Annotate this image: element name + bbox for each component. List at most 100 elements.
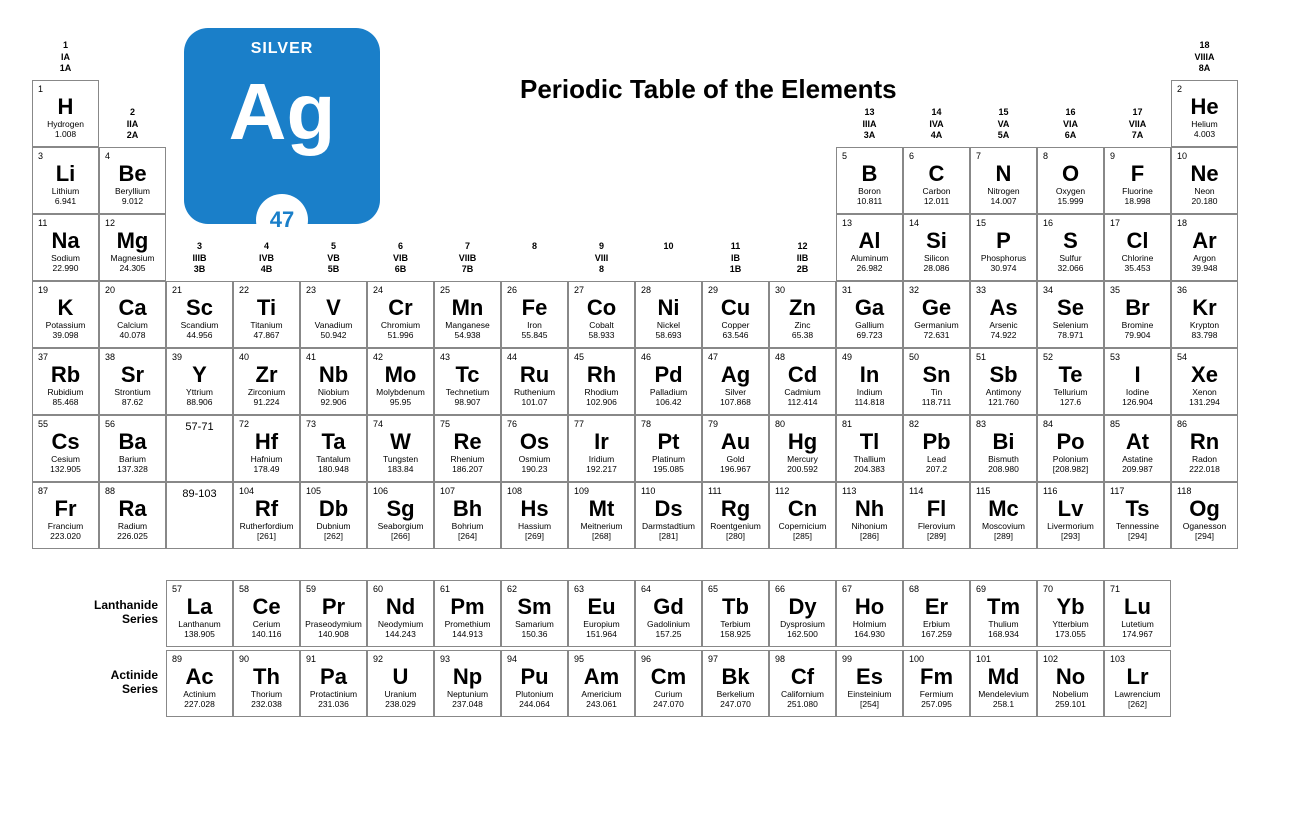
element-Hg: 80HgMercury200.592: [769, 415, 836, 482]
element-Te: 52TeTellurium127.6: [1037, 348, 1104, 415]
element-Cl: 17ClChlorine35.453: [1104, 214, 1171, 281]
element-Gd: 64GdGadolinium157.25: [635, 580, 702, 647]
element-Re: 75ReRhenium186.207: [434, 415, 501, 482]
element-Ti: 22TiTitanium47.867: [233, 281, 300, 348]
element-Bi: 83BiBismuth208.980: [970, 415, 1037, 482]
group-header-12: 12IIB2B: [769, 241, 836, 276]
element-As: 33AsArsenic74.922: [970, 281, 1037, 348]
element-Ts: 117TsTennessine[294]: [1104, 482, 1171, 549]
element-Kr: 36KrKrypton83.798: [1171, 281, 1238, 348]
range-57-71: 57-71: [166, 415, 233, 482]
group-header-11: 11IB1B: [702, 241, 769, 276]
element-Nd: 60NdNeodymium144.243: [367, 580, 434, 647]
element-Nb: 41NbNiobium92.906: [300, 348, 367, 415]
element-La: 57LaLanthanum138.905: [166, 580, 233, 647]
group-header-14: 14IVA4A: [903, 107, 970, 142]
element-Cm: 96CmCurium247.070: [635, 650, 702, 717]
element-Os: 76OsOsmium190.23: [501, 415, 568, 482]
element-Cd: 48CdCadmium112.414: [769, 348, 836, 415]
element-Lr: 103LrLawrencium[262]: [1104, 650, 1171, 717]
group-header-3: 3IIIB3B: [166, 241, 233, 276]
periodic-table: 1IA1A2IIA2A3IIIB3B4IVB4B5VB5B6VIB6B7VIIB…: [32, 28, 1268, 768]
element-Ag: 47AgSilver107.868: [702, 348, 769, 415]
element-Pt: 78PtPlatinum195.085: [635, 415, 702, 482]
element-Pm: 61PmPromethium144.913: [434, 580, 501, 647]
element-Lv: 116LvLivermorium[293]: [1037, 482, 1104, 549]
element-Es: 99EsEinsteinium[254]: [836, 650, 903, 717]
group-header-8: 8: [501, 241, 568, 253]
element-Ni: 28NiNickel58.693: [635, 281, 702, 348]
element-Db: 105DbDubnium[262]: [300, 482, 367, 549]
element-Pb: 82PbLead207.2: [903, 415, 970, 482]
element-Al: 13AlAluminum26.982: [836, 214, 903, 281]
element-Og: 118OgOganesson[294]: [1171, 482, 1238, 549]
element-P: 15PPhosphorus30.974: [970, 214, 1037, 281]
element-Ac: 89AcActinium227.028: [166, 650, 233, 717]
group-header-10: 10: [635, 241, 702, 253]
element-V: 23VVanadium50.942: [300, 281, 367, 348]
element-Sg: 106SgSeaborgium[266]: [367, 482, 434, 549]
element-Cu: 29CuCopper63.546: [702, 281, 769, 348]
element-Tb: 65TbTerbium158.925: [702, 580, 769, 647]
group-header-2: 2IIA2A: [99, 107, 166, 142]
element-Ta: 73TaTantalum180.948: [300, 415, 367, 482]
element-O: 8OOxygen15.999: [1037, 147, 1104, 214]
element-Mt: 109MtMeitnerium[268]: [568, 482, 635, 549]
element-Pr: 59PrPraseodymium140.908: [300, 580, 367, 647]
element-Rn: 86RnRadon222.018: [1171, 415, 1238, 482]
group-header-16: 16VIA6A: [1037, 107, 1104, 142]
element-Fr: 87FrFrancium223.020: [32, 482, 99, 549]
element-Tc: 43TcTechnetium98.907: [434, 348, 501, 415]
act-label: ActinideSeries: [58, 668, 158, 696]
element-Li: 3LiLithium6.941: [32, 147, 99, 214]
element-Xe: 54XeXenon131.294: [1171, 348, 1238, 415]
element-Fl: 114FlFlerovium[289]: [903, 482, 970, 549]
group-header-18: 18VIIIA8A: [1171, 40, 1238, 75]
element-Lu: 71LuLutetium174.967: [1104, 580, 1171, 647]
element-Sn: 50SnTin118.711: [903, 348, 970, 415]
element-N: 7NNitrogen14.007: [970, 147, 1037, 214]
element-S: 16SSulfur32.066: [1037, 214, 1104, 281]
element-Se: 34SeSelenium78.971: [1037, 281, 1104, 348]
element-Dy: 66DyDysprosium162.500: [769, 580, 836, 647]
element-Ba: 56BaBarium137.328: [99, 415, 166, 482]
element-Ho: 67HoHolmium164.930: [836, 580, 903, 647]
range-89-103: 89-103: [166, 482, 233, 549]
element-Br: 35BrBromine79.904: [1104, 281, 1171, 348]
element-Bk: 97BkBerkelium247.070: [702, 650, 769, 717]
element-Cr: 24CrChromium51.996: [367, 281, 434, 348]
element-Cs: 55CsCesium132.905: [32, 415, 99, 482]
element-U: 92UUranium238.029: [367, 650, 434, 717]
group-header-15: 15VA5A: [970, 107, 1037, 142]
element-Am: 95AmAmericium243.061: [568, 650, 635, 717]
element-Po: 84PoPolonium[208.982]: [1037, 415, 1104, 482]
group-header-4: 4IVB4B: [233, 241, 300, 276]
element-Mc: 115McMoscovium[289]: [970, 482, 1037, 549]
element-Cn: 112CnCopernicium[285]: [769, 482, 836, 549]
element-Mg: 12MgMagnesium24.305: [99, 214, 166, 281]
element-Zr: 40ZrZirconium91.224: [233, 348, 300, 415]
element-Sm: 62SmSamarium150.36: [501, 580, 568, 647]
element-W: 74WTungsten183.84: [367, 415, 434, 482]
element-Hf: 72HfHafnium178.49: [233, 415, 300, 482]
element-In: 49InIndium114.818: [836, 348, 903, 415]
group-header-5: 5VB5B: [300, 241, 367, 276]
element-Mo: 42MoMolybdenum95.95: [367, 348, 434, 415]
element-Sr: 38SrStrontium87.62: [99, 348, 166, 415]
element-Be: 4BeBeryllium9.012: [99, 147, 166, 214]
element-Mn: 25MnManganese54.938: [434, 281, 501, 348]
group-header-17: 17VIIA7A: [1104, 107, 1171, 142]
group-header-9: 9VIII8: [568, 241, 635, 276]
element-Fe: 26FeIron55.845: [501, 281, 568, 348]
element-Ce: 58CeCerium140.116: [233, 580, 300, 647]
element-B: 5BBoron10.811: [836, 147, 903, 214]
element-Pu: 94PuPlutonium244.064: [501, 650, 568, 717]
element-Rh: 45RhRhodium102.906: [568, 348, 635, 415]
element-Ga: 31GaGallium69.723: [836, 281, 903, 348]
element-I: 53IIodine126.904: [1104, 348, 1171, 415]
element-Ra: 88RaRadium226.025: [99, 482, 166, 549]
element-Ca: 20CaCalcium40.078: [99, 281, 166, 348]
element-Y: 39YYttrium88.906: [166, 348, 233, 415]
element-Tm: 69TmThulium168.934: [970, 580, 1037, 647]
element-Na: 11NaSodium22.990: [32, 214, 99, 281]
